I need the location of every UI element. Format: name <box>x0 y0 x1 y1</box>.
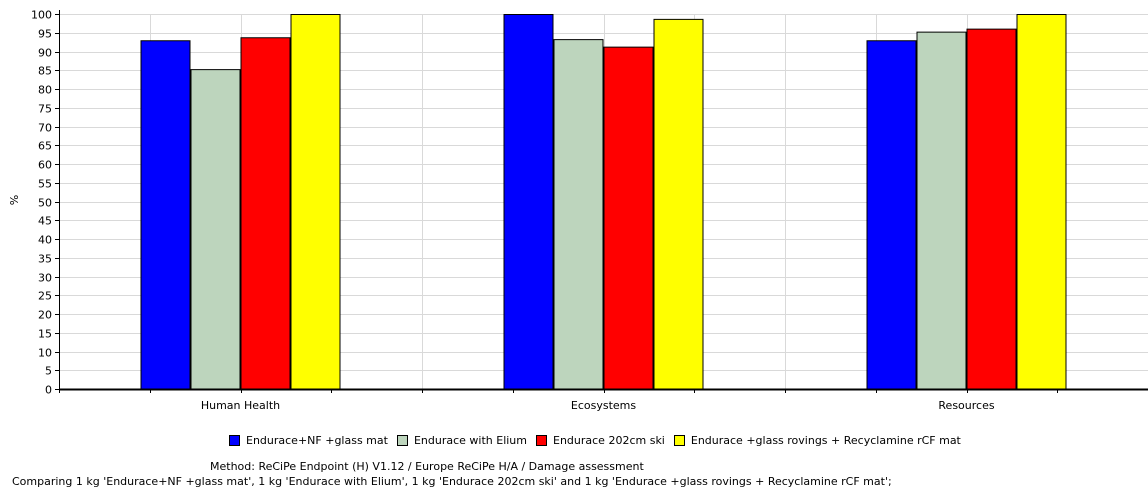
bar <box>1016 14 1067 390</box>
y-tick-label: 95 <box>38 28 52 41</box>
x-tick-label: Human Health <box>201 399 280 412</box>
bar <box>653 18 704 390</box>
bar <box>916 31 967 390</box>
legend-item: Endurace+NF +glass mat <box>229 434 388 447</box>
y-tick-label: 90 <box>38 47 52 60</box>
y-tick-label: 80 <box>38 84 52 97</box>
legend-swatch <box>536 434 547 446</box>
y-axis-ticks: 0 5 10 15 20 25 30 35 40 45 50 55 60 65 70 75 80 85 90 95 10… <box>31 9 59 397</box>
legend-label: Endurace +glass rovings + Recyclamine rC… <box>690 433 961 447</box>
legend-label: Endurace+NF +glass mat <box>246 433 388 447</box>
bar <box>290 14 341 390</box>
y-tick-label: 50 <box>38 197 52 210</box>
y-tick-label: 0 <box>45 384 52 397</box>
bar <box>503 14 554 390</box>
y-tick-label: 65 <box>38 140 52 153</box>
legend: Endurace+NF +glass mat Endurace with Eliu… <box>229 431 970 449</box>
bar <box>553 39 604 390</box>
legend-label: Endurace with Elium <box>413 433 527 447</box>
bar <box>140 40 191 390</box>
legend-item: Endurace +glass rovings + Recyclamine rC… <box>673 433 961 447</box>
bar <box>603 46 654 390</box>
legend-label: Endurace 202cm ski <box>553 433 665 447</box>
comparison-caption: Comparing 1 kg 'Endurace+NF +glass mat',… <box>12 475 892 488</box>
y-tick-label: 35 <box>38 253 52 266</box>
legend-swatch <box>673 434 685 446</box>
x-tick-label: Resources <box>938 399 994 412</box>
axes <box>59 10 1148 391</box>
y-axis-label: % <box>8 195 21 205</box>
legend-swatch <box>229 434 240 446</box>
y-tick-label: 10 <box>38 347 52 360</box>
legend-swatch <box>396 434 408 446</box>
bar <box>966 28 1017 390</box>
y-tick-label: 20 <box>38 309 52 322</box>
method-caption: Method: ReCiPe Endpoint (H) V1.12 / Euro… <box>210 460 644 473</box>
y-tick-label: 5 <box>45 365 52 378</box>
y-tick-label: 100 <box>31 9 52 22</box>
y-tick-label: 45 <box>38 215 52 228</box>
y-tick-label: 60 <box>38 159 52 172</box>
y-tick-label: 25 <box>38 290 52 303</box>
bar <box>866 40 917 390</box>
bar <box>190 69 241 390</box>
y-tick-label: 85 <box>38 65 52 78</box>
y-tick-label: 70 <box>38 122 52 135</box>
bar-chart: 0 5 10 15 20 25 30 35 40 45 50 55 60 65 70 75 80 85 90 95 10… <box>8 9 1148 412</box>
x-axis-ticks: Human Health Ecosystems Resources <box>59 389 1058 412</box>
legend-item: Endurace 202cm ski <box>536 434 665 447</box>
x-tick-label: Ecosystems <box>571 399 636 412</box>
bars <box>140 14 1067 390</box>
y-tick-label: 30 <box>38 272 52 285</box>
y-tick-label: 40 <box>38 234 52 247</box>
y-tick-label: 75 <box>38 103 52 116</box>
legend-item: Endurace with Elium <box>396 433 527 447</box>
y-tick-label: 15 <box>38 328 52 341</box>
y-tick-label: 55 <box>38 178 52 191</box>
bar <box>240 37 291 390</box>
